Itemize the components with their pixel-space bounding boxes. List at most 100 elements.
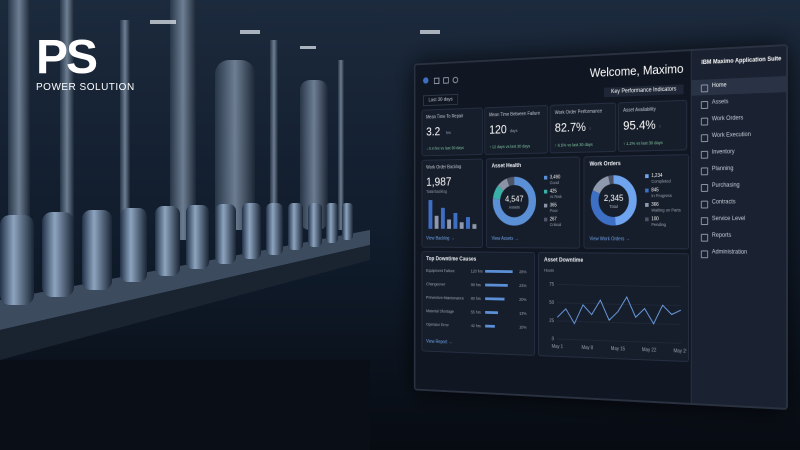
cause-name: Material Shortage (426, 308, 454, 314)
cause-share: 20% (519, 297, 527, 302)
backlog-card: Work Order Backlog 1,987 Total Backlog View… (421, 158, 483, 248)
nav-item[interactable]: Service Level (692, 212, 787, 228)
card-title: Asset Health (491, 163, 522, 170)
card-link[interactable]: View Assets → (491, 236, 519, 242)
nav-label: Contracts (711, 199, 736, 206)
donut-chart: 4,547 Assets (490, 173, 539, 229)
legend-name: Completed (651, 178, 671, 184)
cause-share: 23% (519, 283, 527, 289)
backlog-bar (434, 215, 439, 229)
nav-label: Reports (711, 232, 732, 239)
nav-item[interactable]: Work Orders (692, 110, 787, 129)
search-icon[interactable] (452, 76, 459, 84)
kpi-title: Work Order Performance (554, 108, 603, 116)
report-link[interactable]: View Report → (426, 339, 453, 346)
nav-icon (700, 233, 709, 242)
cause-bar (485, 311, 498, 315)
backlog-bar (428, 200, 433, 229)
nav-icon (700, 200, 709, 209)
nav-item[interactable]: Planning (692, 161, 787, 178)
card-title: Work Order Backlog (426, 164, 462, 171)
nav-icon (700, 150, 709, 159)
card-title: Work Orders (589, 161, 621, 168)
kpi-delta: ↑ 12 days vs last 30 days (489, 143, 531, 150)
cause-share: 28% (519, 269, 527, 275)
nav-item[interactable]: Reports (692, 229, 787, 245)
legend-swatch (543, 189, 548, 194)
nav-label: Planning (711, 165, 734, 173)
kpi-delta: ↑ 6.5% vs last 30 days (554, 142, 593, 148)
menu-icon[interactable] (443, 77, 449, 84)
cause-hours: 42 hrs (470, 323, 481, 329)
donut-total: 4,547 (505, 193, 524, 203)
legend-name: Pending (651, 222, 667, 227)
x-tick-label: May 22 (642, 347, 657, 353)
nav-label: Inventory (711, 149, 735, 156)
kpi-value: 95.4% (623, 117, 656, 133)
x-tick-label: May 29 (673, 348, 686, 354)
legend-swatch (645, 174, 649, 179)
backlog-bar (472, 224, 477, 229)
kpi-card: Mean Time To Repair 3.2 hrs ↓ 0.4 hrs vs la… (421, 107, 483, 157)
backlog-bar (459, 222, 464, 229)
cause-name: Changeover (426, 281, 446, 287)
card-link[interactable]: View Work Orders → (589, 236, 630, 243)
nav-icon (700, 134, 709, 143)
donut-chart: 2,345 Total (588, 171, 640, 228)
legend-name: In Progress (651, 193, 672, 199)
cause-bar (485, 269, 513, 274)
grid-line (557, 285, 681, 287)
cause-name: Preventive Maintenance (426, 295, 464, 301)
kpi-delta: ↓ 0.4 hrs vs last 30 days (426, 145, 464, 151)
legend-name: Waiting on Parts (651, 207, 681, 213)
nav-icon (700, 117, 709, 126)
nav-item[interactable]: Inventory (692, 144, 787, 162)
donut-caption: Assets (509, 205, 520, 210)
x-tick-label: May 15 (611, 346, 626, 352)
kpi-unit: ↑ (658, 123, 661, 129)
nav-item[interactable]: Work Execution (692, 127, 787, 145)
card-title: Top Downtime Causes (426, 256, 477, 263)
backlog-link[interactable]: View Backlog → (426, 235, 455, 242)
cause-hours: 80 hrs (470, 296, 481, 301)
nav-label: Work Orders (711, 115, 744, 123)
nav-item[interactable]: Administration (692, 245, 787, 262)
nav-item[interactable]: Contracts (692, 195, 787, 211)
kpi-delta: ↑ 1.2% vs last 30 days (623, 140, 663, 147)
downtime-line (557, 296, 681, 327)
kpi-title: Mean Time To Repair (426, 113, 464, 121)
cause-hours: 120 hrs (470, 268, 483, 274)
notification-icon[interactable] (433, 77, 440, 85)
kpi-unit: ↑ (589, 126, 591, 131)
logo: PS POWER SOLUTION (36, 31, 135, 94)
donut-total: 2,345 (604, 192, 624, 202)
main-area: Welcome, Maximo Last 30 days Key Perform… (415, 51, 690, 403)
grid-line (557, 339, 681, 343)
cause-hours: 55 hrs (470, 309, 481, 315)
kpi-value: 120 (489, 122, 507, 137)
avatar[interactable] (423, 77, 429, 84)
nav-icon (700, 184, 709, 192)
work-orders-card: Work Orders 2,345 Total 1,234 Completed 845 In… (583, 154, 689, 250)
legend-name: Poor (549, 208, 558, 214)
legend-name: Critical (549, 222, 562, 227)
backlog-bar (453, 212, 458, 229)
y-tick-label: 25 (549, 318, 554, 323)
kpi-card: Mean Time Between Failure 120 days ↑ 12 day… (484, 105, 549, 155)
backlog-bar (466, 217, 471, 229)
cause-bar (485, 297, 505, 301)
card-title: Asset Downtime (543, 257, 584, 264)
legend-name: At Risk (549, 194, 562, 200)
cause-name: Operator Error (426, 322, 449, 328)
nav-item[interactable]: Assets (692, 93, 787, 112)
legend-swatch (543, 175, 548, 180)
downtime-causes-card: Top Downtime Causes Equipment Failure 120 … (421, 251, 535, 356)
legend-swatch (645, 217, 649, 222)
nav-item[interactable]: Purchasing (692, 178, 787, 195)
kpi-unit: days (509, 128, 518, 134)
legend-swatch (543, 203, 548, 208)
asset-downtime-card: Asset Downtime Hours 0 25 50 75 May 1 May 8 May … (538, 252, 689, 363)
logo-mark: PS (36, 31, 98, 84)
date-range-select[interactable]: Last 30 days (423, 93, 459, 107)
